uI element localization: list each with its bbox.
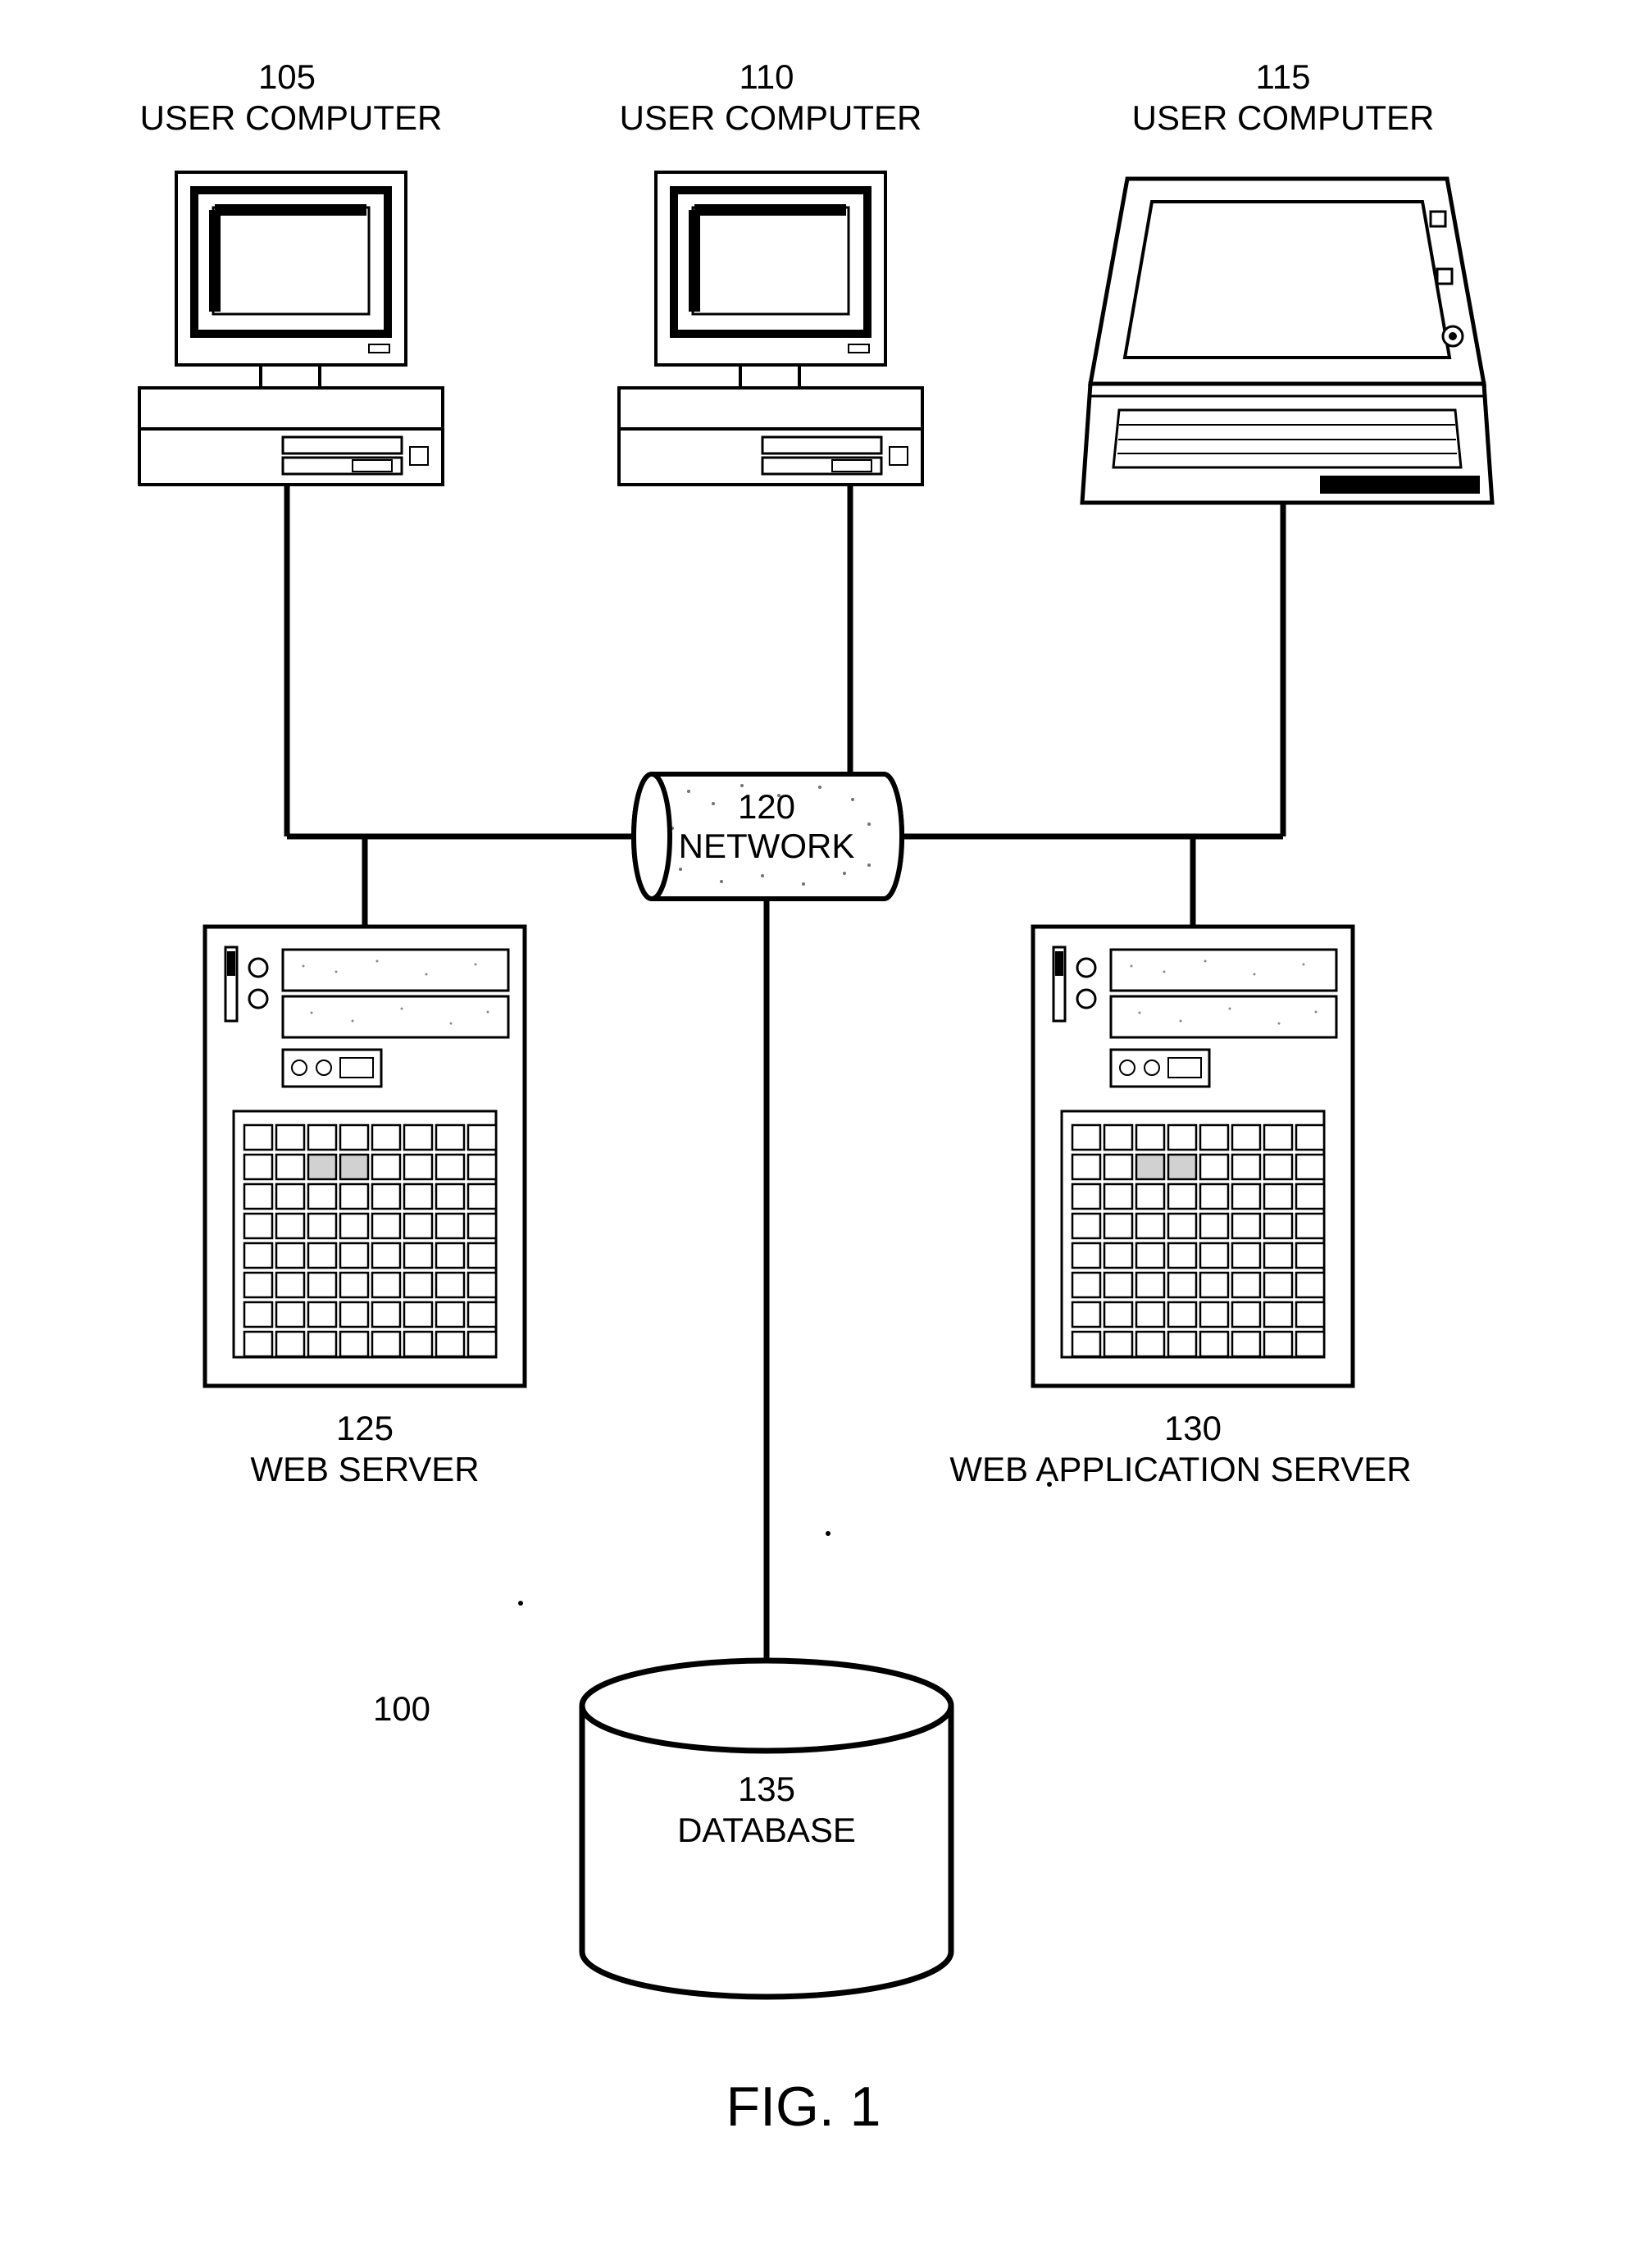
label-user1-ref: 105 (213, 57, 361, 97)
node-webserver (205, 927, 525, 1386)
node-user2 (619, 172, 922, 485)
label-database: DATABASE (644, 1811, 890, 1850)
label-appserver: WEB APPLICATION SERVER (918, 1450, 1443, 1489)
label-user3: USER COMPUTER (1119, 98, 1447, 138)
label-user1: USER COMPUTER (127, 98, 455, 138)
label-user3-ref: 115 (1209, 57, 1357, 97)
label-webserver: WEB SERVER (230, 1450, 500, 1489)
figure-title: FIG. 1 (680, 2075, 926, 2139)
label-database-ref: 135 (697, 1770, 836, 1809)
label-network-ref: 120 (709, 787, 824, 827)
node-user1 (139, 172, 443, 485)
node-appserver (1033, 927, 1353, 1386)
label-network: NETWORK (664, 827, 869, 866)
diagram-svg (0, 0, 1652, 2242)
label-figure-ref: 100 (353, 1689, 451, 1729)
node-user3 (1082, 179, 1492, 503)
label-webserver-ref: 125 (291, 1409, 439, 1448)
label-user2-ref: 110 (693, 57, 840, 97)
diagram-canvas: 105 USER COMPUTER 110 USER COMPUTER 115 … (0, 0, 1652, 2242)
label-user2: USER COMPUTER (607, 98, 935, 138)
label-appserver-ref: 130 (1119, 1409, 1267, 1448)
